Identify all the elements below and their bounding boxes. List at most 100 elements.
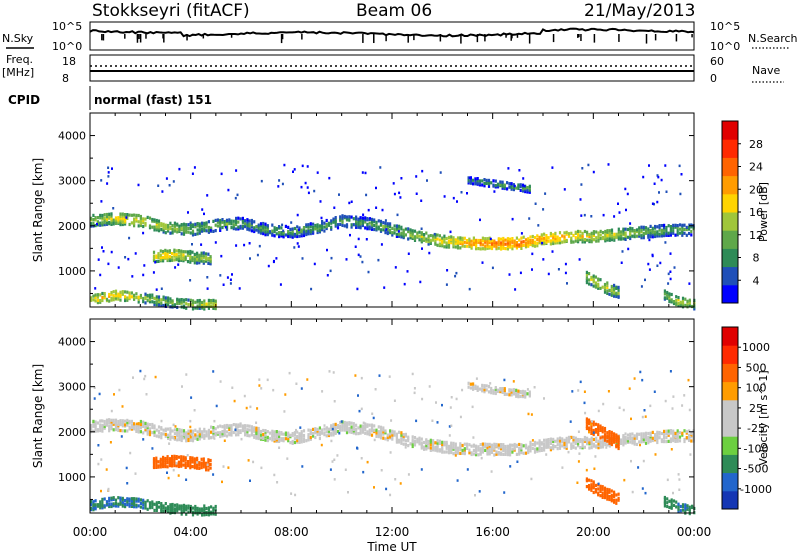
heatmap-cell bbox=[447, 235, 451, 239]
heatmap-cell bbox=[332, 423, 335, 427]
heatmap-cell bbox=[144, 424, 147, 428]
heatmap-cell bbox=[144, 292, 147, 296]
heatmap-cell bbox=[681, 503, 685, 507]
heatmap-cell bbox=[241, 426, 244, 430]
heatmap-cell bbox=[445, 440, 448, 444]
heatmap-cell bbox=[459, 241, 462, 245]
heatmap-cell bbox=[175, 464, 178, 468]
heatmap-cell bbox=[536, 244, 539, 248]
heatmap-cell bbox=[556, 235, 559, 239]
heatmap-cell bbox=[182, 255, 185, 259]
heatmap-cell bbox=[468, 244, 471, 249]
noise-cell bbox=[344, 468, 347, 471]
heatmap-cell bbox=[481, 387, 484, 391]
heatmap-cell bbox=[549, 234, 552, 238]
heatmap-cell bbox=[155, 259, 158, 264]
heatmap-cell bbox=[336, 226, 340, 230]
heatmap-cell bbox=[429, 438, 432, 442]
heatmap-cell bbox=[99, 300, 102, 304]
heatmap-cell bbox=[232, 430, 235, 435]
heatmap-cell bbox=[119, 298, 122, 302]
heatmap-cell bbox=[483, 388, 486, 392]
heatmap-cell bbox=[529, 235, 532, 239]
noise-cell bbox=[357, 394, 359, 397]
heatmap-cell bbox=[411, 442, 414, 446]
heatmap-cell bbox=[468, 448, 471, 452]
heatmap-cell bbox=[103, 216, 106, 220]
heatmap-cell bbox=[563, 231, 566, 235]
heatmap-cell bbox=[425, 446, 428, 450]
heatmap-cell bbox=[330, 219, 333, 223]
heatmap-cell bbox=[139, 426, 142, 430]
heatmap-cell bbox=[153, 302, 156, 307]
heatmap-cell bbox=[558, 231, 562, 235]
heatmap-cell bbox=[688, 509, 691, 514]
heatmap-cell bbox=[420, 443, 423, 447]
heatmap-cell bbox=[205, 432, 208, 436]
heatmap-cell bbox=[225, 423, 229, 428]
heatmap-cell bbox=[359, 222, 362, 226]
heatmap-cell bbox=[590, 436, 593, 440]
heatmap-cell bbox=[420, 239, 423, 243]
heatmap-cell bbox=[155, 295, 158, 299]
noise-cell bbox=[338, 432, 341, 435]
heatmap-cell bbox=[521, 187, 525, 191]
heatmap-cell bbox=[603, 494, 607, 498]
noise-cell bbox=[190, 396, 193, 399]
heatmap-cell bbox=[508, 185, 511, 189]
heatmap-cell bbox=[515, 246, 518, 250]
heatmap-cell bbox=[155, 501, 158, 505]
heatmap-cell bbox=[581, 234, 584, 238]
heatmap-cell bbox=[169, 231, 172, 235]
heatmap-cell bbox=[186, 250, 190, 254]
heatmap-cell bbox=[361, 220, 364, 224]
noise-cell bbox=[131, 275, 134, 278]
heatmap-cell bbox=[693, 307, 696, 311]
heatmap-cell bbox=[521, 389, 525, 393]
heatmap-cell bbox=[494, 390, 497, 394]
heatmap-cell bbox=[681, 431, 684, 435]
heatmap-cell bbox=[185, 433, 188, 437]
heatmap-cell bbox=[675, 505, 678, 509]
heatmap-cell bbox=[300, 434, 303, 438]
heatmap-cell bbox=[368, 227, 371, 231]
y-axis-label: Slant Range [km] bbox=[31, 364, 45, 468]
heatmap-cell bbox=[665, 432, 668, 436]
noise-cell bbox=[220, 254, 223, 258]
heatmap-cell bbox=[638, 226, 641, 230]
heatmap-cell bbox=[210, 512, 213, 516]
heatmap-cell bbox=[547, 441, 550, 446]
heatmap-cell bbox=[241, 224, 244, 228]
noise-cell bbox=[224, 226, 227, 229]
noise-cell bbox=[670, 448, 673, 451]
heatmap-cell bbox=[604, 229, 607, 234]
heatmap-cell bbox=[214, 299, 217, 303]
heatmap-cell bbox=[137, 428, 140, 432]
noise-cell bbox=[664, 241, 667, 244]
heatmap-cell bbox=[296, 439, 299, 443]
heatmap-cell bbox=[454, 245, 457, 249]
heatmap-cell bbox=[207, 256, 210, 261]
heatmap-cell bbox=[613, 294, 616, 298]
heatmap-cell bbox=[160, 502, 163, 506]
heatmap-cell bbox=[268, 431, 272, 435]
heatmap-cell bbox=[101, 298, 104, 303]
noise-cell bbox=[593, 467, 596, 470]
heatmap-cell bbox=[364, 424, 367, 428]
heatmap-cell bbox=[198, 301, 201, 305]
noise-cell bbox=[583, 401, 586, 405]
heatmap-cell bbox=[597, 231, 600, 235]
heatmap-cell bbox=[321, 226, 324, 230]
heatmap-cell bbox=[239, 217, 242, 221]
heatmap-cell bbox=[391, 226, 394, 230]
heatmap-cell bbox=[597, 425, 600, 429]
heatmap-cell bbox=[108, 424, 111, 428]
heatmap-cell bbox=[203, 221, 206, 225]
heatmap-cell bbox=[101, 221, 104, 225]
heatmap-cell bbox=[198, 436, 201, 440]
heatmap-cell bbox=[101, 295, 104, 300]
heatmap-cell bbox=[613, 290, 616, 294]
heatmap-cell bbox=[606, 229, 609, 233]
noise-cell bbox=[206, 287, 209, 290]
noise-cell bbox=[278, 179, 281, 182]
